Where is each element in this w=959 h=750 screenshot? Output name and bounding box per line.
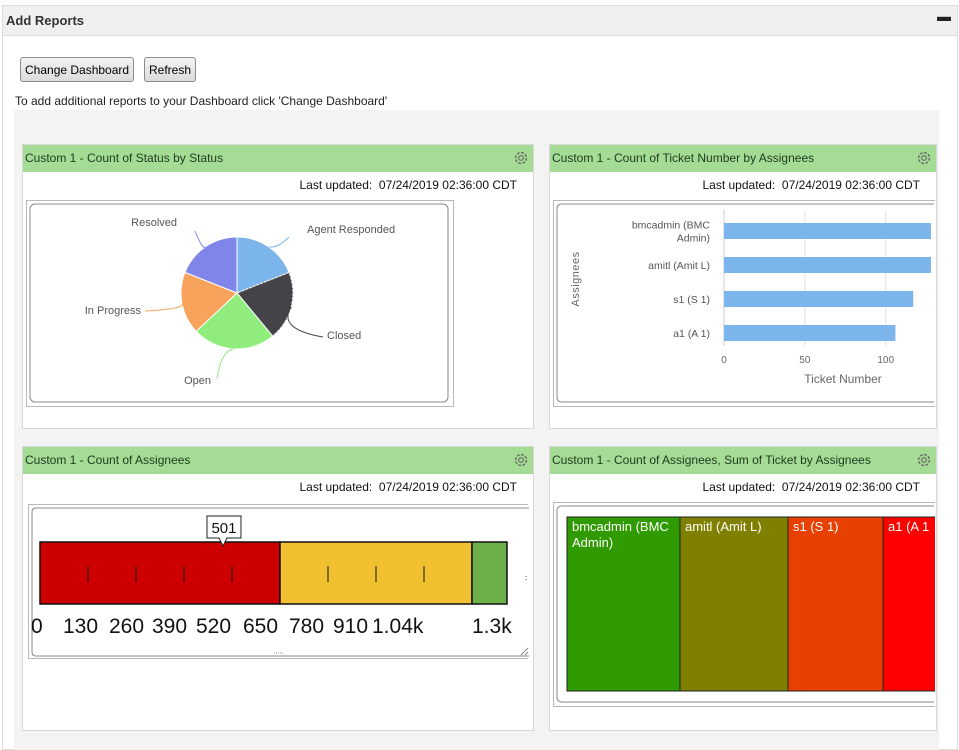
pie-slice-open (195, 292, 274, 350)
gear-icon[interactable] (915, 149, 933, 167)
gauge-tick-label: 520 (196, 615, 231, 638)
pie-connector (194, 230, 206, 248)
gear-icon[interactable] (915, 451, 933, 469)
panel-header: Custom 1 - Count of Ticket Number by Ass… (550, 145, 936, 172)
pie-label-in-progress: In Progress (85, 305, 142, 317)
report-panel-ticket-bar: Custom 1 - Count of Ticket Number by Ass… (549, 144, 937, 429)
gauge-tick-label: 0 (31, 615, 43, 638)
gauge-value-callout (206, 515, 242, 548)
panel-header: Custom 1 - Count of Status by Status (23, 145, 533, 172)
help-text: To add additional reports to your Dashbo… (15, 94, 388, 108)
treemap-label-a1-a-1: a1 (A 1 (888, 519, 929, 534)
last-updated: Last updated: 07/24/2019 02:36:00 CDT (299, 480, 517, 494)
gauge-tick-label: 1.3k (472, 615, 512, 638)
bar-category-label: s1 (S 1) (673, 294, 710, 306)
report-panel-assignee-gauge: Custom 1 - Count of Assignees Last updat… (22, 446, 534, 731)
bar-amitl-amit-l (724, 257, 931, 273)
bar-xtick-label: 100 (877, 355, 894, 366)
panel-title: Custom 1 - Count of Assignees, Sum of Ti… (552, 453, 871, 467)
gauge-band-2 (471, 541, 508, 605)
minimize-icon[interactable]: ▬ (937, 8, 951, 24)
refresh-button[interactable]: Refresh (144, 57, 197, 82)
gauge-chart-container: 501 0 130 260 390 520 650 780 910 1.04k 1.3k (28, 504, 529, 659)
bar-category-label: amitl (Amit L) (648, 260, 710, 272)
gauge-value-label: 501 (211, 520, 236, 537)
pie-label-resolved: Resolved (131, 217, 177, 229)
bar-chart-container: 0 50 100 bmcadmin (BMC Admin) amitl (Amit L) s… (553, 200, 935, 407)
bar-a1-a-1 (724, 325, 896, 341)
bar-category-label: a1 (A 1) (673, 328, 710, 340)
panel-title: Custom 1 - Count of Ticket Number by Ass… (552, 151, 815, 165)
gauge-tick-label: 650 (243, 615, 278, 638)
bar-x-axis-title: Ticket Number (804, 372, 882, 386)
last-updated-label: Last updated: (299, 178, 373, 192)
treemap-cell-s1-s-1 (787, 516, 884, 692)
pie-slice-agent-responded (236, 236, 290, 294)
gear-icon[interactable] (512, 149, 530, 167)
pie-connector (216, 348, 234, 380)
treemap-cell-amitl-amit-l (679, 516, 789, 692)
last-updated-value: 07/24/2019 02:36:00 CDT (781, 178, 920, 192)
resize-grip-icon[interactable] (520, 647, 529, 656)
treemap-container: bmcadmin (BMC Admin) amitl (Amit L) s1 (S 1… (553, 502, 944, 707)
bar-y-axis-title: Assignees (570, 251, 582, 306)
treemap-label-bmcadmin-bmc-admin: bmcadmin (BMC (572, 519, 669, 534)
last-updated-label: Last updated: (702, 480, 776, 494)
panel-title: Custom 1 - Count of Assignees (25, 453, 191, 467)
bar-bmcadmin-bmc-admin (724, 223, 931, 239)
last-updated-value: 07/24/2019 02:36:00 CDT (378, 178, 517, 192)
add-reports-window: Add Reports ▬ (2, 5, 958, 750)
pie-chart-container: Agent Responded Closed Open In Progress Reso… (26, 200, 454, 407)
panel-header: Custom 1 - Count of Assignees (23, 447, 533, 474)
pie-connector (144, 303, 183, 312)
bar-category-label: bmcadmin (BMC (632, 220, 711, 232)
last-updated-value: 07/24/2019 02:36:00 CDT (378, 480, 517, 494)
gear-icon[interactable] (512, 451, 530, 469)
change-dashboard-button[interactable]: Change Dashboard (20, 57, 135, 82)
pie-chart: Agent Responded Closed Open In Progress Reso… (29, 203, 449, 403)
panel-header: Custom 1 - Count of Assignees, Sum of Ti… (550, 447, 936, 474)
pie-label-closed: Closed (327, 330, 361, 342)
last-updated-value: 07/24/2019 02:36:00 CDT (781, 480, 920, 494)
pie-label-agent-responded: Agent Responded (307, 224, 395, 236)
pie-connector (268, 236, 290, 248)
window-title-bar: Add Reports ▬ (3, 6, 957, 36)
report-panel-status-pie: Custom 1 - Count of Status by Status Las… (22, 144, 534, 429)
window-title: Add Reports (6, 13, 84, 28)
bar-xtick-label: 0 (721, 355, 727, 366)
last-updated: Last updated: 07/24/2019 02:36:00 CDT (702, 480, 920, 494)
treemap-label-s1-s-1: s1 (S 1) (793, 519, 839, 534)
pie-label-open: Open (184, 375, 211, 387)
treemap-label-bmcadmin-bmc-admin: Admin) (572, 535, 613, 550)
report-panel-assignee-treemap: Custom 1 - Count of Assignees, Sum of Ti… (549, 446, 944, 731)
gauge-tick-label: 780 (289, 615, 324, 638)
gauge-band-0 (39, 541, 281, 605)
last-updated: Last updated: 07/24/2019 02:36:00 CDT (299, 178, 517, 192)
bar-s1-s-1 (724, 291, 914, 307)
bar-xtick-label: 50 (799, 355, 811, 366)
treemap-label-amitl-amit-l: amitl (Amit L) (685, 519, 762, 534)
gauge-tick-label: 260 (109, 615, 144, 638)
gauge-chart: 501 0 130 260 390 520 650 780 910 1.04k 1.3k (31, 507, 529, 657)
gauge-tick-label: 910 (333, 615, 368, 638)
bar-category-label: Admin) (677, 233, 710, 245)
last-updated-label: Last updated: (299, 480, 373, 494)
last-updated: Last updated: 07/24/2019 02:36:00 CDT (702, 178, 920, 192)
last-updated-label: Last updated: (702, 178, 776, 192)
gauge-tick-label: 130 (63, 615, 98, 638)
gauge-tick-label: 1.04k (372, 615, 424, 638)
pie-connector (287, 306, 324, 338)
treemap-cell-a1-a-1 (882, 516, 944, 692)
gauge-tick-label: 390 (152, 615, 187, 638)
panel-title: Custom 1 - Count of Status by Status (25, 151, 224, 165)
